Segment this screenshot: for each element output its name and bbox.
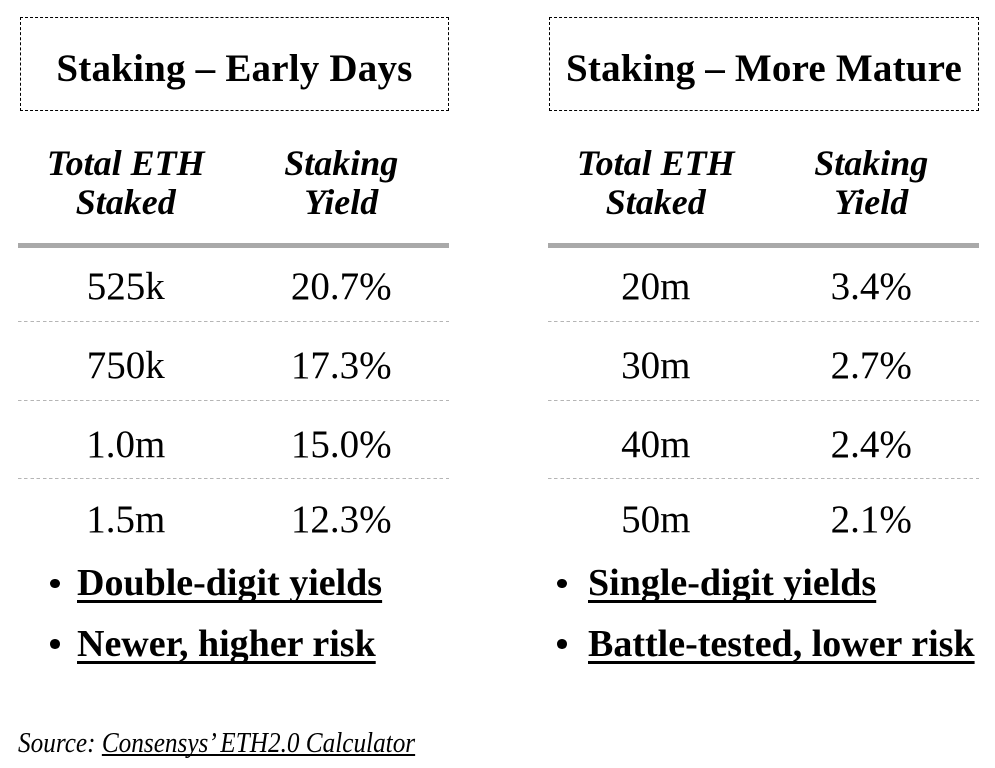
panel-staking-early-days: Staking – Early Days Total ETH Staked Sta… [18, 0, 449, 768]
column-header-staking-yield: Staking Yield [284, 143, 399, 222]
column-header-staking-yield: Staking Yield [814, 143, 929, 222]
bullet-dot-icon [557, 578, 567, 588]
cell-total-eth-staked: 750k [86, 344, 165, 387]
column-header-total-eth-staked: Total ETH Staked [576, 143, 735, 222]
column-header-total-eth-staked: Total ETH Staked [46, 143, 205, 222]
row-divider [18, 320, 449, 322]
bullet-dot-icon [50, 578, 60, 588]
bullet-item: Newer, higher risk [50, 624, 376, 672]
bullet-dot-icon [557, 639, 567, 649]
source-prefix: Source: [18, 727, 102, 759]
header-rule [548, 243, 979, 248]
cell-total-eth-staked: 30m [621, 344, 691, 387]
bullet-item: Double-digit yields [50, 563, 382, 611]
cell-total-eth-staked: 525k [86, 265, 165, 308]
panel-title: Staking – Early Days [20, 17, 449, 111]
source-link[interactable]: Consensys’ ETH2.0 Calculator [101, 727, 416, 759]
cell-total-eth-staked: 40m [621, 422, 691, 466]
row-divider [18, 477, 449, 479]
cell-staking-yield: 2.7% [830, 344, 912, 387]
panel-title: Staking – More Mature [549, 17, 979, 111]
cell-total-eth-staked: 1.0m [86, 422, 166, 466]
cell-total-eth-staked: 20m [621, 265, 691, 308]
row-divider [548, 477, 979, 479]
cell-staking-yield: 15.0% [290, 422, 392, 466]
cell-staking-yield: 3.4% [830, 265, 912, 308]
cell-total-eth-staked: 1.5m [86, 498, 166, 541]
cell-staking-yield: 2.1% [830, 498, 912, 541]
bullet-item: Battle-tested, lower risk [557, 624, 975, 672]
cell-staking-yield: 12.3% [290, 498, 392, 541]
source-note: Source: Consensys’ ETH2.0 Calculator [18, 728, 415, 758]
cell-staking-yield: 17.3% [290, 344, 392, 387]
header-rule [18, 243, 449, 248]
bullet-dot-icon [50, 639, 60, 649]
panel-staking-more-mature: Staking – More Mature Total ETH Staked St… [548, 0, 979, 768]
row-divider [548, 399, 979, 401]
row-divider [548, 320, 979, 322]
cell-total-eth-staked: 50m [621, 498, 691, 541]
bullet-item: Single-digit yields [557, 563, 876, 611]
cell-staking-yield: 20.7% [290, 265, 392, 308]
cell-staking-yield: 2.4% [830, 422, 912, 466]
row-divider [18, 399, 449, 401]
